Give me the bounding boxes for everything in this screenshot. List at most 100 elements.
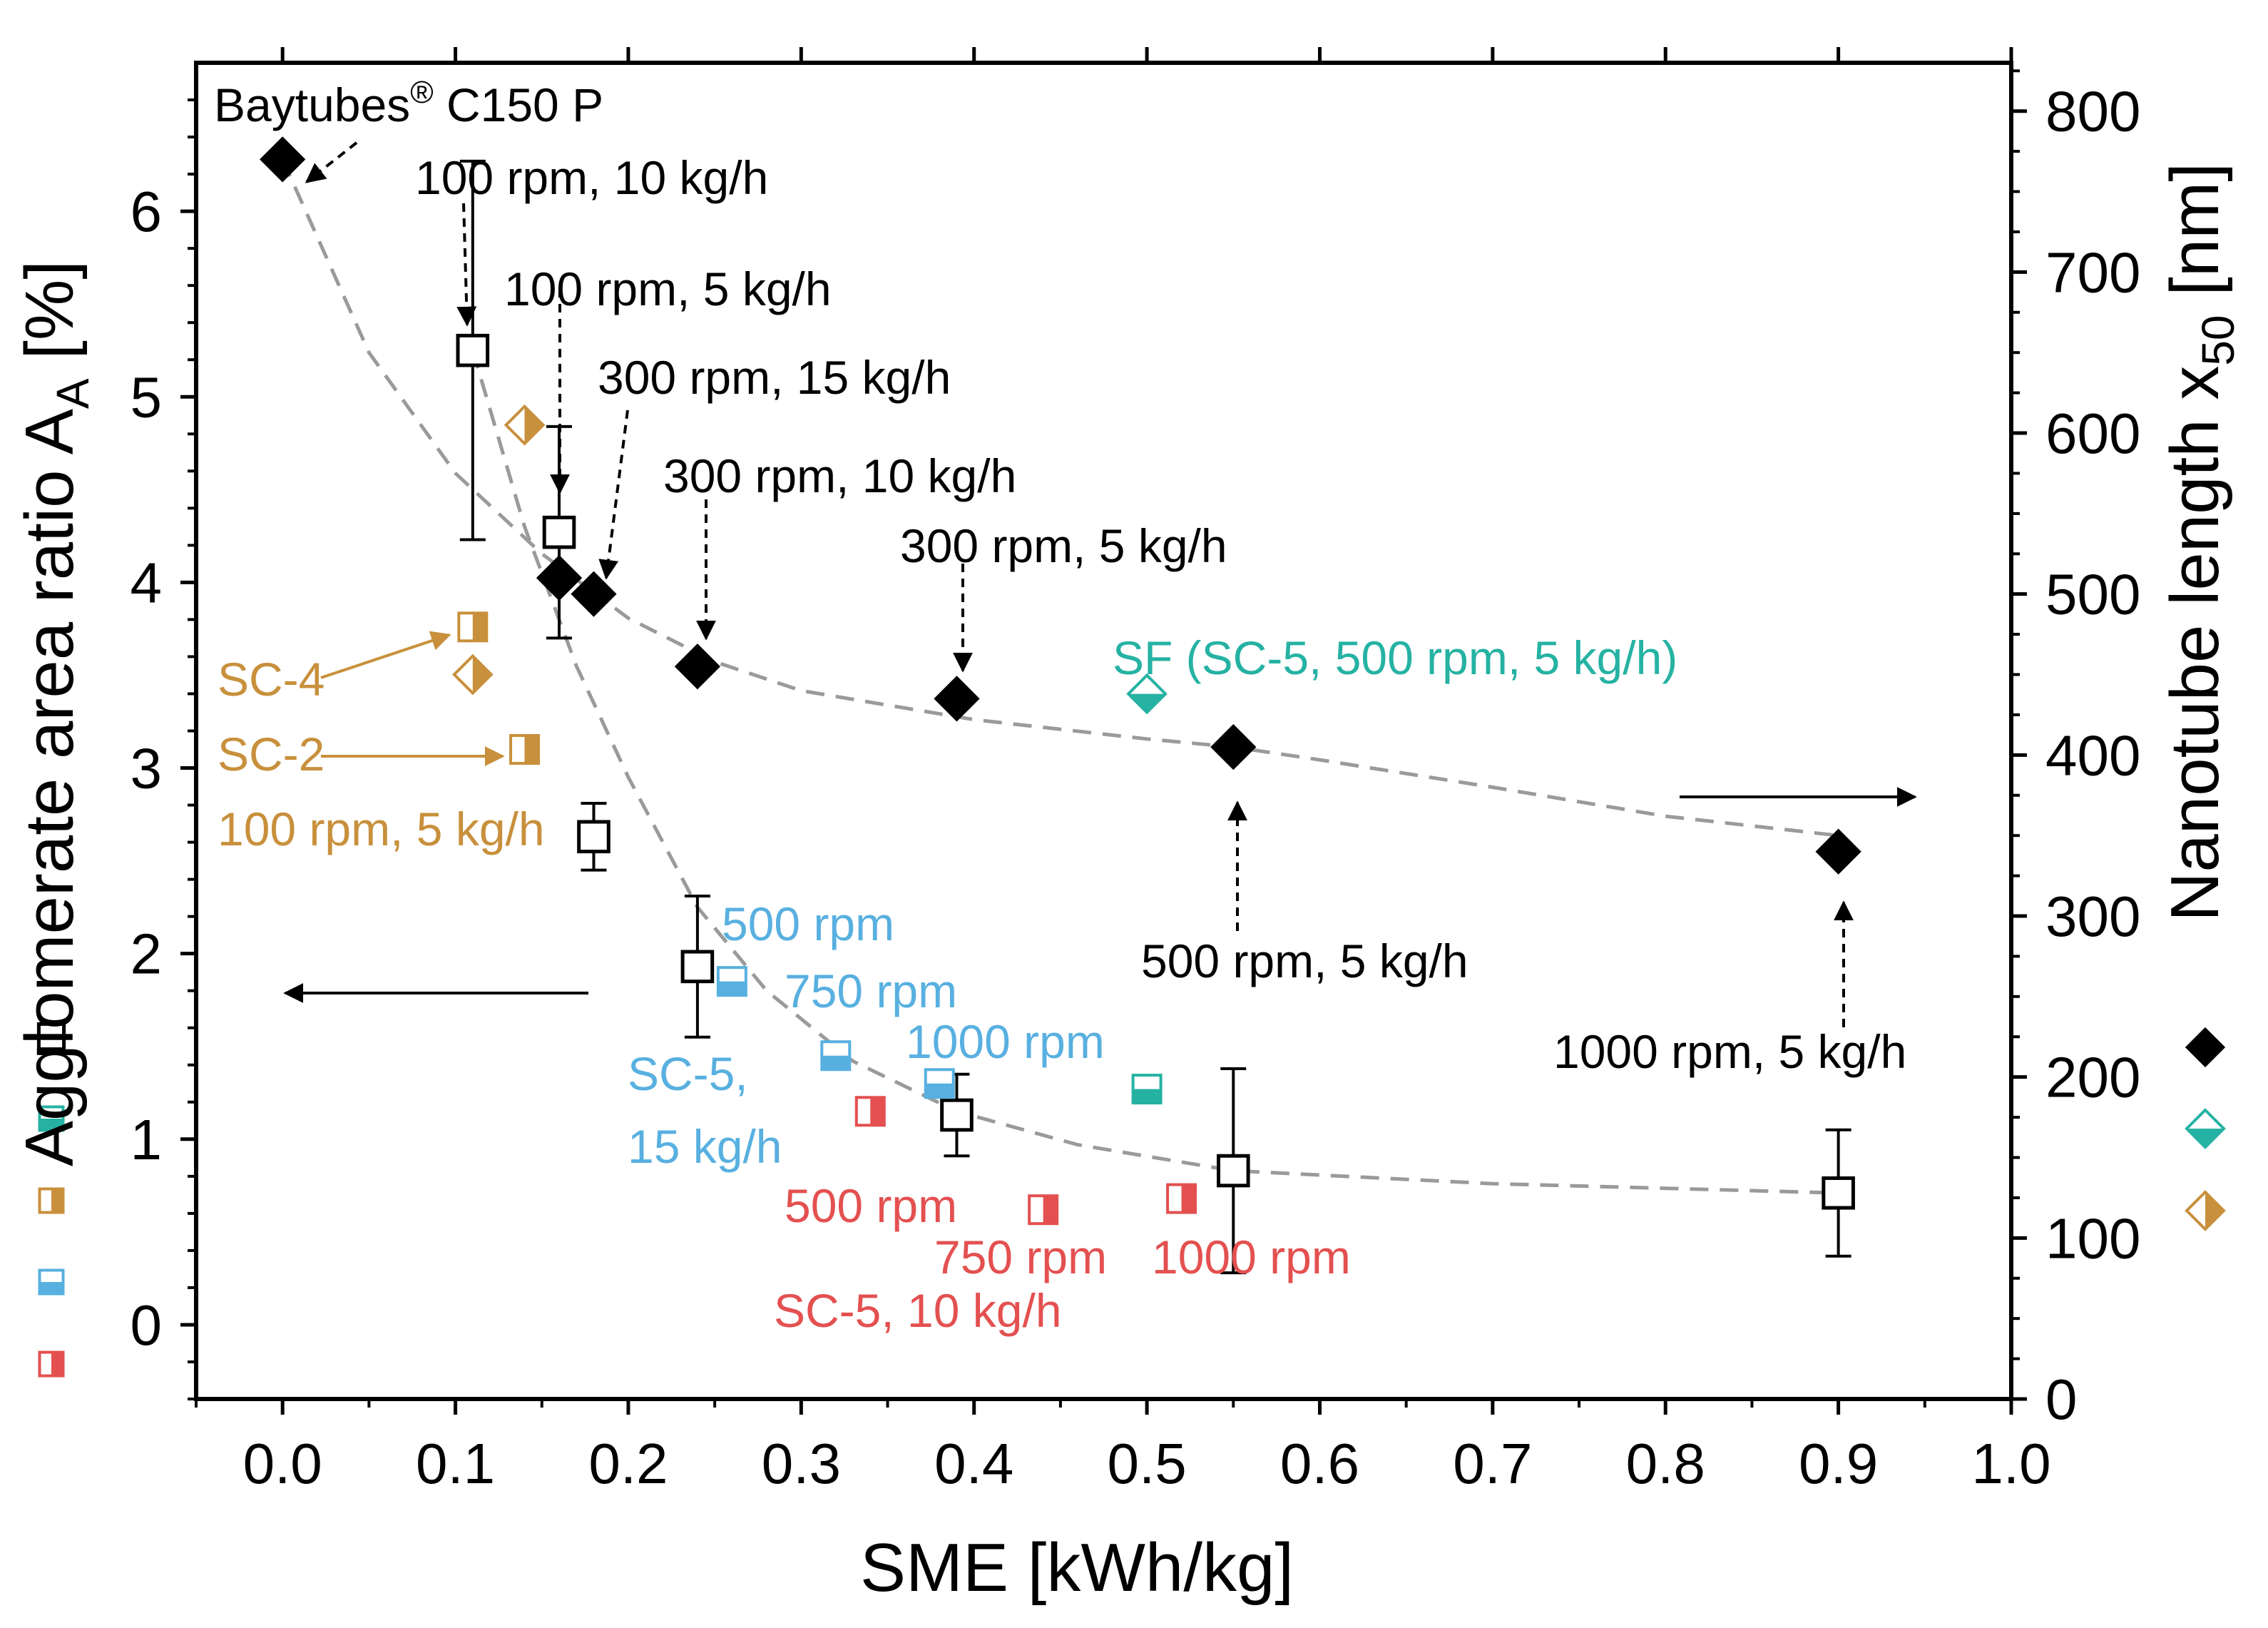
annotation-text: 500 rpm, 5 kg/h bbox=[1141, 935, 1468, 987]
annotation-label: 1000 rpm bbox=[1152, 1231, 1351, 1283]
annotation-text: 100 rpm, 5 kg/h bbox=[218, 803, 545, 855]
data-point bbox=[1028, 1194, 1059, 1226]
square-fill bbox=[472, 613, 487, 641]
annotation-label: 15 kg/h bbox=[628, 1120, 782, 1173]
y-left-tick-label: 6 bbox=[131, 180, 163, 243]
y-right-tick-label: 400 bbox=[2045, 723, 2140, 787]
square-shape bbox=[680, 950, 715, 984]
square-fill bbox=[870, 1097, 884, 1126]
annotation-label: 500 rpm bbox=[785, 1179, 957, 1232]
square-fill bbox=[51, 1189, 63, 1213]
square-shape bbox=[940, 1098, 974, 1132]
annotation-label: 1000 rpm bbox=[906, 1015, 1105, 1068]
x-axis-title: SME [kWh/kg] bbox=[860, 1530, 1294, 1606]
data-point bbox=[456, 333, 490, 367]
diamond-fill bbox=[472, 656, 491, 693]
square-fill bbox=[39, 1119, 63, 1131]
annotation-label: 300 rpm, 10 kg/h bbox=[663, 449, 1016, 502]
annotation-label: SC-5, 10 kg/h bbox=[774, 1284, 1062, 1337]
annotation-text: 300 rpm, 5 kg/h bbox=[900, 519, 1227, 572]
square-shape bbox=[1822, 1176, 1855, 1210]
y-right-tick-label: 200 bbox=[2045, 1046, 2140, 1109]
diamond-shape bbox=[536, 554, 583, 601]
annotation-text: 100 rpm, 5 kg/h bbox=[504, 263, 832, 315]
annotation-arrow bbox=[598, 409, 629, 580]
data-point bbox=[542, 515, 576, 549]
annotation-text: 1000 rpm bbox=[906, 1015, 1105, 1068]
legend-marker bbox=[36, 1022, 66, 1052]
annotation-label: 750 rpm bbox=[934, 1231, 1107, 1283]
annotation-text: SF (SC-5, 500 rpm, 5 kg/h) bbox=[1113, 631, 1677, 684]
y-left-axis-title: Agglomerate area ratio AA [%] bbox=[11, 260, 98, 1166]
legend-marker bbox=[38, 1350, 65, 1378]
diamond-fill bbox=[1128, 693, 1166, 713]
trend-curve bbox=[280, 158, 1839, 838]
diamond-fill bbox=[2205, 1192, 2224, 1229]
annotation-label: 300 rpm, 5 kg/h bbox=[900, 519, 1227, 572]
x-tick-label: 0.2 bbox=[588, 1432, 668, 1495]
y-left-tick-label: 0 bbox=[131, 1293, 163, 1357]
square-shape bbox=[36, 1022, 66, 1052]
data-point bbox=[457, 611, 489, 643]
annotation-text: 100 rpm, 10 kg/h bbox=[415, 151, 768, 204]
diamond-shape bbox=[934, 676, 980, 722]
y-left-title-main: Agglomerate area ratio A bbox=[11, 409, 88, 1166]
annotation-text: 1000 rpm, 5 kg/h bbox=[1553, 1025, 1906, 1078]
y-right-axis-title: Nanotube length x50 [nm] bbox=[2157, 163, 2244, 922]
annotation-label: 100 rpm, 5 kg/h bbox=[504, 263, 832, 315]
y-left-tick-label: 4 bbox=[131, 551, 163, 614]
annotation-superscript: ® bbox=[410, 75, 433, 110]
data-point bbox=[1131, 1074, 1163, 1105]
annotation-label: 750 rpm bbox=[785, 965, 957, 1017]
y-left-tick-label: 1 bbox=[131, 1108, 163, 1171]
x-tick-label: 1.0 bbox=[1971, 1432, 2050, 1495]
trend-curve bbox=[471, 350, 1839, 1195]
square-fill bbox=[51, 1352, 63, 1376]
data-point bbox=[571, 571, 617, 617]
x-tick-label: 0.8 bbox=[1626, 1432, 1705, 1495]
y-right-tick-label: 800 bbox=[2045, 80, 2140, 143]
diamond-shape bbox=[2185, 1027, 2226, 1068]
x-tick-label: 0.0 bbox=[243, 1432, 322, 1495]
data-point bbox=[854, 1096, 886, 1127]
data-point bbox=[716, 966, 747, 997]
square-fill bbox=[1133, 1089, 1161, 1104]
data-point bbox=[820, 1040, 852, 1072]
data-point bbox=[536, 554, 583, 601]
annotation-text: SC-5, bbox=[628, 1047, 748, 1100]
y-left-title-sub: A bbox=[47, 378, 98, 409]
data-point bbox=[1815, 828, 1861, 875]
square-shape bbox=[1216, 1154, 1250, 1188]
data-point bbox=[674, 643, 721, 690]
annotation-label: 500 rpm bbox=[722, 897, 894, 950]
square-fill bbox=[925, 1083, 954, 1098]
annotation-label: 100 rpm, 5 kg/h bbox=[218, 803, 545, 855]
legend-marker bbox=[38, 1187, 65, 1214]
y-right-tick-label: 600 bbox=[2045, 402, 2140, 465]
diamond-fill bbox=[524, 406, 543, 444]
annotation-label: Baytubes® C150 P bbox=[214, 75, 603, 131]
annotation-label: SF (SC-5, 500 rpm, 5 kg/h) bbox=[1113, 631, 1677, 684]
annotation-text: SC-5, 10 kg/h bbox=[774, 1284, 1062, 1337]
data-point bbox=[1216, 1154, 1250, 1188]
diamond-fill bbox=[2187, 1129, 2224, 1147]
data-point bbox=[260, 136, 306, 183]
data-point bbox=[1126, 673, 1168, 715]
data-point bbox=[577, 820, 611, 854]
data-point bbox=[509, 734, 541, 765]
square-shape bbox=[577, 820, 611, 854]
y-right-title-unit: [nm] bbox=[2157, 163, 2233, 315]
diamond-shape bbox=[1210, 723, 1257, 770]
x-tick-label: 0.4 bbox=[934, 1432, 1013, 1495]
square-fill bbox=[524, 736, 539, 764]
legend-marker bbox=[2185, 1027, 2226, 1068]
annotation-text: 15 kg/h bbox=[628, 1120, 782, 1173]
x-tick-label: 0.5 bbox=[1107, 1432, 1186, 1495]
annotation-text: 750 rpm bbox=[785, 965, 957, 1017]
annotation-arrow bbox=[305, 141, 358, 183]
y-left-tick-label: 5 bbox=[131, 365, 163, 429]
data-point bbox=[504, 404, 546, 446]
y-left-tick-label: 2 bbox=[131, 922, 163, 986]
y-left-tick-label: 3 bbox=[131, 737, 163, 800]
data-point bbox=[924, 1068, 955, 1099]
